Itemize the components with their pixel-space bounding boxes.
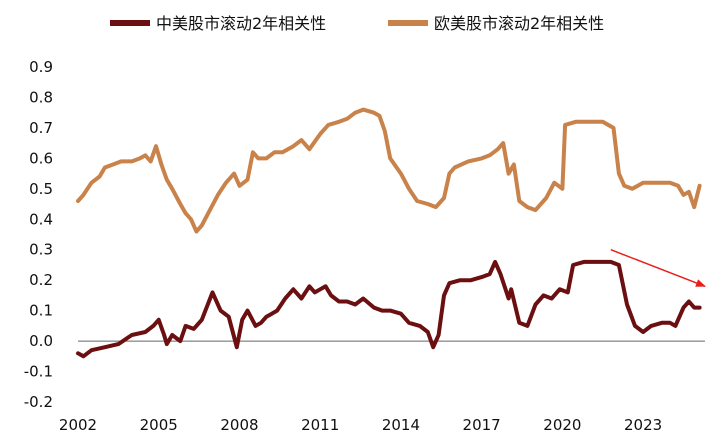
x-tick-label: 2008: [220, 416, 258, 434]
legend-item-eu-us: 欧美股市滚动2年相关性: [388, 14, 604, 33]
x-tick-label: 2014: [382, 416, 420, 434]
y-tick-label: 0.3: [29, 241, 53, 259]
y-axis-tick-labels: 0.9 0.8 0.7 0.6 0.5 0.4 0.3 0.2 0.1 0.0 -0.1 -0.2: [24, 58, 53, 411]
x-tick-label: 2005: [140, 416, 178, 434]
trend-arrow: [610, 249, 706, 287]
legend-label-eu-us: 欧美股市滚动2年相关性: [434, 14, 604, 33]
series-layer: [76, 107, 702, 359]
y-tick-label: 0.0: [29, 332, 53, 350]
y-tick-label: -0.2: [24, 393, 53, 411]
x-axis-tick-labels: 2002 2005 2008 2011 2014 2017 2020 2023: [59, 416, 662, 434]
y-tick-label: 0.9: [29, 58, 53, 76]
y-tick-label: 0.1: [29, 302, 53, 320]
legend: 中美股市滚动2年相关性 欧美股市滚动2年相关性: [110, 14, 604, 33]
x-tick-label: 2023: [624, 416, 662, 434]
x-tick-label: 2002: [59, 416, 97, 434]
x-tick-label: 2020: [543, 416, 581, 434]
y-tick-label: 0.4: [29, 210, 53, 228]
legend-label-us-china: 中美股市滚动2年相关性: [156, 14, 326, 33]
series-line-eu-us: [76, 107, 702, 234]
y-tick-label: 0.5: [29, 180, 53, 198]
y-tick-label: 0.2: [29, 271, 53, 289]
y-tick-label: -0.1: [24, 363, 53, 381]
y-tick-label: 0.8: [29, 88, 53, 106]
x-tick-label: 2017: [463, 416, 501, 434]
legend-item-us-china: 中美股市滚动2年相关性: [110, 14, 326, 33]
series-line-us-china: [76, 259, 702, 359]
x-tick-label: 2011: [301, 416, 339, 434]
y-tick-label: 0.7: [29, 119, 53, 137]
y-tick-label: 0.6: [29, 149, 53, 167]
